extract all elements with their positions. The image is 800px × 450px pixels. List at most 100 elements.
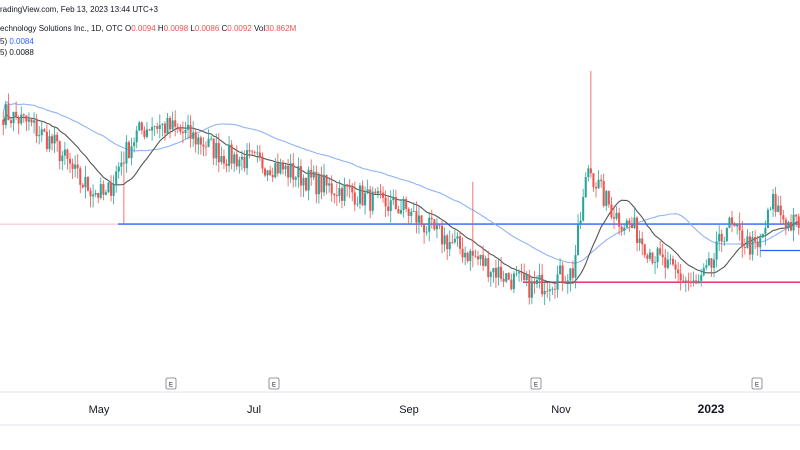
candle-89[interactable] bbox=[230, 140, 233, 170]
candle-305[interactable] bbox=[784, 217, 787, 236]
candle-209[interactable] bbox=[538, 263, 541, 289]
candle-298[interactable] bbox=[766, 207, 769, 229]
candle-69[interactable] bbox=[179, 124, 182, 135]
candle-22[interactable] bbox=[58, 140, 61, 170]
candle-110[interactable] bbox=[284, 163, 287, 177]
candle-269[interactable] bbox=[692, 271, 695, 287]
candle-157[interactable] bbox=[405, 196, 408, 213]
candle-14[interactable] bbox=[38, 126, 41, 145]
candle-259[interactable] bbox=[666, 251, 669, 270]
candle-257[interactable] bbox=[661, 243, 664, 266]
candle-201[interactable] bbox=[518, 269, 521, 282]
candle-160[interactable] bbox=[412, 202, 415, 212]
candle-183[interactable] bbox=[471, 181, 474, 268]
candle-116[interactable] bbox=[299, 159, 302, 197]
candle-228[interactable] bbox=[587, 164, 590, 182]
earnings-marker-3[interactable]: E bbox=[751, 377, 763, 390]
candle-123[interactable] bbox=[317, 172, 320, 204]
earnings-marker-0[interactable]: E bbox=[165, 377, 177, 390]
candle-33[interactable] bbox=[86, 176, 89, 192]
candle-34[interactable] bbox=[89, 187, 92, 208]
candle-128[interactable] bbox=[330, 175, 333, 202]
candle-203[interactable] bbox=[523, 263, 526, 283]
candle-109[interactable] bbox=[281, 159, 284, 175]
candle-65[interactable] bbox=[169, 115, 172, 139]
candle-260[interactable] bbox=[669, 254, 672, 265]
candle-100[interactable] bbox=[258, 145, 261, 162]
candle-225[interactable] bbox=[579, 211, 582, 229]
candle-240[interactable] bbox=[618, 207, 621, 235]
candle-81[interactable] bbox=[210, 135, 213, 142]
candle-43[interactable] bbox=[112, 175, 115, 205]
candle-36[interactable] bbox=[94, 189, 97, 197]
candle-294[interactable] bbox=[756, 235, 759, 256]
candle-176[interactable] bbox=[453, 228, 456, 245]
candle-148[interactable] bbox=[382, 186, 385, 203]
candle-247[interactable] bbox=[636, 216, 639, 252]
candle-74[interactable] bbox=[192, 121, 195, 147]
candle-12[interactable] bbox=[33, 112, 36, 134]
candle-153[interactable] bbox=[394, 189, 397, 210]
candle-221[interactable] bbox=[569, 268, 572, 292]
candle-243[interactable] bbox=[625, 218, 628, 228]
candle-216[interactable] bbox=[556, 265, 559, 298]
candle-248[interactable] bbox=[638, 230, 641, 251]
candle-94[interactable] bbox=[243, 150, 246, 172]
candle-54[interactable] bbox=[140, 121, 143, 135]
candle-264[interactable] bbox=[679, 263, 682, 291]
candle-256[interactable] bbox=[659, 241, 662, 256]
candle-60[interactable] bbox=[156, 122, 159, 134]
candle-192[interactable] bbox=[494, 259, 497, 288]
ma-fast-legend[interactable]: 5) 0.0084 bbox=[0, 37, 34, 47]
candle-144[interactable] bbox=[371, 186, 374, 215]
candle-78[interactable] bbox=[202, 137, 205, 157]
candle-31[interactable] bbox=[81, 183, 84, 189]
candle-130[interactable] bbox=[335, 183, 338, 206]
candle-17[interactable] bbox=[45, 124, 48, 152]
candle-211[interactable] bbox=[543, 279, 546, 305]
candle-214[interactable] bbox=[551, 286, 554, 295]
candle-163[interactable] bbox=[420, 214, 423, 227]
candle-274[interactable] bbox=[705, 259, 708, 270]
candle-97[interactable] bbox=[251, 149, 254, 155]
candle-99[interactable] bbox=[256, 145, 259, 163]
candle-67[interactable] bbox=[174, 110, 177, 137]
candle-238[interactable] bbox=[612, 205, 615, 229]
candle-267[interactable] bbox=[687, 272, 690, 291]
candle-91[interactable] bbox=[235, 145, 238, 170]
candle-50[interactable] bbox=[130, 137, 133, 166]
candle-126[interactable] bbox=[325, 174, 328, 195]
candle-253[interactable] bbox=[651, 252, 654, 265]
candle-235[interactable] bbox=[605, 189, 608, 211]
candle-303[interactable] bbox=[779, 195, 782, 226]
candle-173[interactable] bbox=[446, 233, 449, 260]
candle-82[interactable] bbox=[212, 138, 215, 166]
candle-159[interactable] bbox=[410, 208, 413, 224]
candle-72[interactable] bbox=[187, 114, 190, 140]
candle-1[interactable] bbox=[4, 102, 7, 129]
candle-297[interactable] bbox=[764, 220, 767, 246]
candle-114[interactable] bbox=[294, 175, 297, 187]
candle-124[interactable] bbox=[320, 166, 323, 200]
candle-227[interactable] bbox=[584, 172, 587, 198]
candle-32[interactable] bbox=[84, 165, 87, 199]
candle-273[interactable] bbox=[702, 263, 705, 277]
candle-254[interactable] bbox=[653, 256, 657, 275]
candle-84[interactable] bbox=[217, 133, 220, 173]
candle-85[interactable] bbox=[220, 146, 223, 165]
candle-121[interactable] bbox=[312, 165, 315, 181]
candle-119[interactable] bbox=[307, 166, 310, 201]
candle-138[interactable] bbox=[356, 196, 359, 207]
candle-75[interactable] bbox=[194, 129, 197, 153]
candle-70[interactable] bbox=[181, 121, 184, 144]
candle-198[interactable] bbox=[510, 273, 513, 291]
candle-136[interactable] bbox=[351, 183, 354, 202]
candle-16[interactable] bbox=[43, 128, 46, 133]
candle-133[interactable] bbox=[343, 177, 346, 207]
candle-199[interactable] bbox=[512, 271, 515, 294]
candle-219[interactable] bbox=[564, 275, 567, 284]
candle-47[interactable] bbox=[122, 151, 125, 225]
candle-6[interactable] bbox=[17, 115, 20, 135]
candle-212[interactable] bbox=[546, 282, 549, 298]
candle-118[interactable] bbox=[305, 177, 308, 192]
